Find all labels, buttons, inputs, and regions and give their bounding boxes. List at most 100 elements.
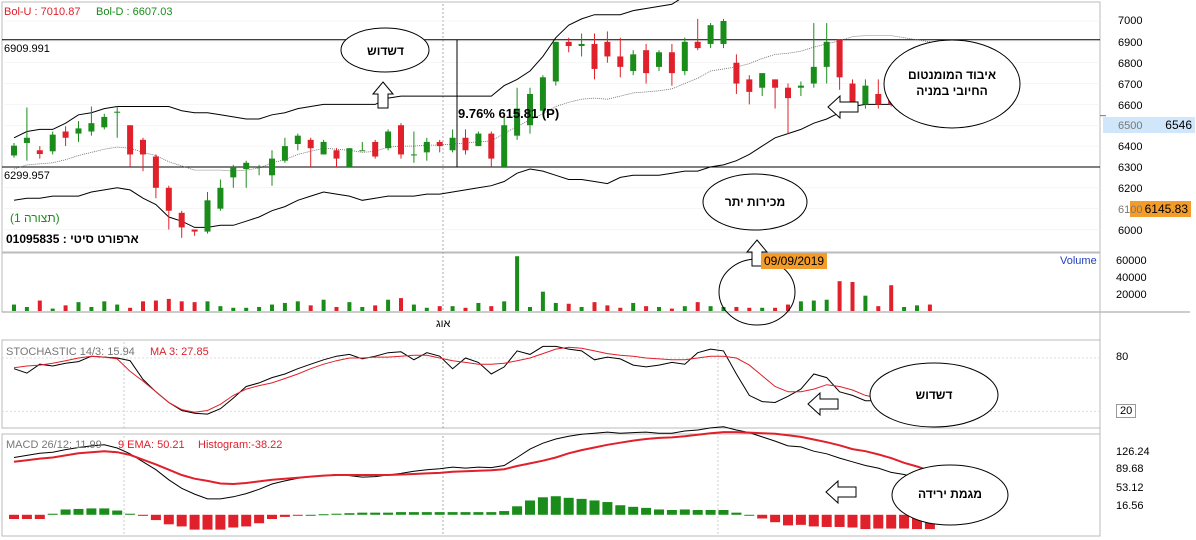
volume-bar [24, 306, 29, 311]
marker-price-tag: 6145.83 [1130, 201, 1191, 217]
candle-body [49, 134, 56, 152]
macd-histogram-bar [602, 502, 613, 515]
volume-bar [102, 301, 107, 311]
candle-body [539, 77, 546, 111]
macd-ema-label: 9 EMA: 50.21 [118, 439, 185, 451]
macd-histogram-bar [99, 508, 110, 515]
macd-histogram-bar [860, 514, 871, 530]
volume-bar [218, 306, 223, 311]
low-level-label: 6299.957 [4, 170, 50, 182]
candle-body [191, 229, 198, 232]
volume-bar [463, 307, 468, 311]
volume-bar [566, 303, 571, 311]
candle-body [462, 137, 469, 151]
macd-histogram-bar [666, 510, 677, 515]
volume-bar [308, 305, 313, 311]
volume-bar [811, 300, 816, 311]
volume-bar [37, 300, 42, 311]
volume-tick: 40000 [1116, 272, 1147, 284]
candle-body [578, 43, 585, 47]
candle-body [359, 150, 366, 152]
stochastic-ma-label: MA 3: 27.85 [150, 346, 209, 358]
annotation-macd: מגמת ירידה [917, 487, 982, 501]
macd-histogram-bar [396, 512, 406, 515]
volume-bar [644, 306, 649, 311]
macd-histogram-bar [176, 514, 187, 527]
volume-bar [166, 298, 171, 311]
macd-histogram-bar [434, 512, 445, 515]
macd-histogram-bar [163, 514, 174, 525]
candle-body [694, 41, 701, 49]
macd-histogram-bar [408, 512, 419, 515]
macd-tick: 89.68 [1116, 463, 1144, 475]
volume-bar [850, 282, 855, 311]
volume-bar [282, 302, 287, 311]
macd-histogram-bar [821, 514, 832, 527]
volume-bar [863, 295, 868, 311]
stochastic-tick: 20 [1116, 404, 1137, 418]
date-tag: 09/09/2019 [761, 253, 828, 269]
candle-body [604, 41, 611, 57]
volume-bar [721, 306, 726, 311]
macd-histogram-bar [228, 514, 239, 528]
candle-body [114, 111, 121, 113]
macd-histogram-bar [86, 508, 97, 515]
candle-body [823, 41, 830, 67]
price-tick: 7000 [1118, 15, 1143, 27]
volume-bar [257, 306, 262, 311]
volume-bar [605, 305, 610, 311]
macd-histogram-bar [654, 509, 664, 515]
candle-body [127, 125, 134, 155]
candle-body [372, 141, 379, 157]
macd-histogram-bar [112, 510, 123, 515]
price-tick: 6700 [1118, 79, 1143, 91]
volume-bar [476, 302, 481, 311]
candle-body [243, 162, 250, 170]
volume-bar [360, 306, 365, 311]
macd-histogram-bar [421, 512, 432, 515]
annotation-stochastic: דשדוש [915, 388, 953, 402]
candle-body [436, 141, 443, 147]
macd-histogram-bar [486, 512, 497, 515]
macd-histogram-bar [912, 514, 922, 530]
price-tick: 6200 [1118, 183, 1143, 195]
volume-bar [205, 301, 210, 311]
macd-histogram-bar [241, 514, 252, 527]
macd-tick: 126.24 [1116, 446, 1150, 458]
candle-body [217, 187, 224, 209]
volume-bar [63, 305, 68, 311]
volume-bar [747, 307, 752, 311]
candle-body [643, 50, 650, 74]
bol-u-label: Bol-U : 7010.87 [4, 6, 81, 18]
macd-histogram-bar [834, 514, 845, 527]
annotation-momentum-line1: איבוד המומנטום [907, 68, 997, 82]
macd-histogram-bar [744, 514, 755, 516]
volume-bar [502, 301, 507, 311]
volume-bar [270, 304, 274, 311]
volume-bar [515, 256, 520, 311]
macd-histogram-bar [447, 512, 458, 515]
candle-body [410, 154, 417, 156]
candle-body [656, 52, 662, 67]
price-tick: 6900 [1118, 37, 1143, 49]
macd-histogram-bar [628, 506, 639, 515]
macd-histogram-bar [679, 509, 690, 515]
macd-histogram-bar [705, 510, 716, 515]
up-arrow-top [371, 81, 395, 109]
macd-histogram-bar [512, 506, 523, 515]
volume-bar [153, 300, 158, 311]
candle-body [617, 56, 624, 67]
oversold-ellipse [702, 173, 808, 231]
volume-bar [708, 306, 713, 311]
volume-bar [115, 304, 120, 311]
macd-histogram-bar [292, 514, 303, 516]
macd-signal-line [13, 431, 931, 486]
volume-bar [89, 306, 94, 311]
volume-bar [50, 308, 55, 311]
candle-body [11, 145, 17, 156]
annotation-momentum-line2: החיובי במניה [916, 84, 988, 98]
top-ellipse [340, 27, 430, 73]
macd-histogram-bar [318, 514, 329, 516]
left-arrow-macd [825, 479, 857, 505]
